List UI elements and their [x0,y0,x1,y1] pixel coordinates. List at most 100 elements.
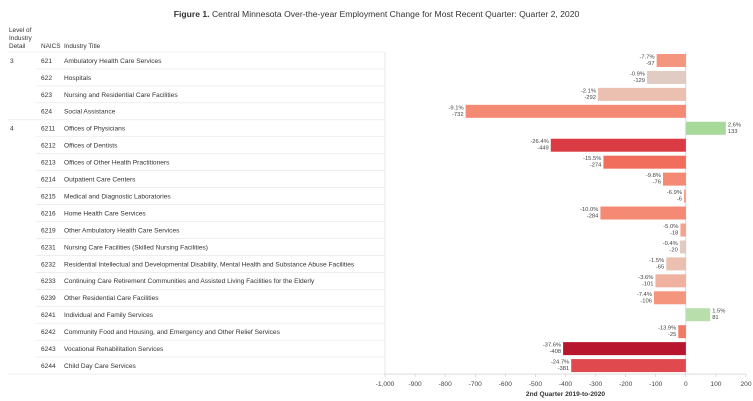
naics-code: 6244 [41,363,56,370]
bar-percent-label: -37.6% [543,343,561,349]
naics-code: 624 [41,109,52,116]
bar-value-label: -76 [653,180,661,186]
bar [678,325,686,339]
bar [597,87,686,101]
level-header-line-3: Detail [9,43,26,50]
bar [465,104,686,118]
naics-code: 6213 [41,160,56,167]
bar-value-label: -97 [646,61,654,67]
bar-percent-label: -7.4% [637,292,652,298]
naics-code: 622 [41,75,52,82]
x-tick-label: -700 [469,381,483,388]
naics-header: NAICS [41,43,61,50]
bar [684,189,686,203]
industry-title: Medical and Diagnostic Laboratories [64,193,171,200]
bar [550,138,686,152]
industry-title: Outpatient Care Centers [64,177,136,184]
bar-value-label: -101 [642,281,654,287]
bar [563,342,686,356]
naics-code: 621 [41,58,52,65]
bar-percent-label: -26.4% [530,139,548,145]
chart-title: Figure 1. Central Minnesota Over-the-yea… [0,9,753,19]
x-tick-label: 200 [740,381,751,388]
bar [653,291,686,305]
bar-value-label: -25 [668,332,676,338]
bar [647,70,686,84]
x-tick-label: -800 [439,381,453,388]
naics-code: 6215 [41,193,56,200]
industry-title: Offices of Physicians [64,126,126,133]
bar [600,206,686,220]
industry-title: Offices of Dentists [64,143,118,150]
industry-header: Industry Title [64,43,101,50]
x-tick-label: -500 [529,381,543,388]
bar-value-label: -732 [452,112,464,118]
naics-code: 6231 [41,244,56,251]
bar-value-label: -106 [640,298,652,304]
naics-code: 6211 [41,126,56,133]
bar-percent-label: -3.6% [638,275,653,281]
industry-title: Other Ambulatory Health Care Services [64,227,180,234]
naics-code: 623 [41,92,52,99]
bar [571,359,686,373]
x-tick-label: 0 [684,381,688,388]
bar [662,172,686,186]
bar-value-label: -408 [549,349,561,355]
bar-percent-label: -0.9% [630,71,645,77]
bar [656,53,686,67]
x-tick-label: -900 [408,381,422,388]
level-header-line-2: Industry [9,35,32,42]
industry-title: Home Health Care Services [64,210,146,217]
bar-value-label: -292 [584,95,596,101]
bar [655,274,686,288]
bar-percent-label: -6.9% [667,190,682,196]
bar-value-label: -18 [670,230,678,236]
bar-percent-label: -1.5% [649,258,664,264]
bar-percent-label: -9.1% [448,105,463,111]
bar-value-label: -6 [677,197,682,203]
naics-code: 6214 [41,177,56,184]
bar [685,308,711,322]
naics-code: 6233 [41,278,56,285]
bar-percent-label: -24.7% [551,360,569,366]
x-tick-label: -300 [589,381,603,388]
bar-value-label: -274 [590,163,602,169]
naics-code: 6243 [41,346,56,353]
bar [679,240,686,254]
bar-value-label: 81 [712,315,718,321]
industry-title: Community Food and Housing, and Emergenc… [64,329,281,336]
industry-title: Individual and Family Services [64,312,154,319]
industry-title: Offices of Other Health Practitioners [64,160,170,167]
industry-title: Child Day Care Services [64,363,137,370]
industry-title: Hospitals [64,75,92,82]
x-tick-label: -200 [619,381,633,388]
bar [680,223,686,237]
bar-percent-label: -10.0% [580,207,598,213]
naics-code: 6212 [41,143,56,150]
bar-value-label: -284 [587,214,599,220]
bar-value-label: -449 [537,146,549,152]
industry-title: Vocational Rehabilitation Services [64,346,164,353]
bar-value-label: -65 [656,264,664,270]
bar-percent-label: -9.8% [646,173,661,179]
naics-code: 6232 [41,261,56,268]
bar-percent-label: -5.0% [663,224,678,230]
x-tick-label: -1,000 [376,381,395,388]
x-tick-label: -400 [559,381,573,388]
bar-value-label: -20 [669,247,677,253]
industry-title: Residential Intellectual and Development… [64,261,355,268]
bar-percent-label: -7.7% [639,54,654,60]
naics-code: 6239 [41,295,56,302]
figure-number: Figure 1. [173,9,210,19]
level-value: 4 [10,126,14,133]
bar-value-label: -129 [633,78,645,84]
x-tick-label: -100 [649,381,663,388]
bar [603,155,686,169]
naics-code: 6241 [41,312,56,319]
industry-title: Nursing Care Facilities (Skilled Nursing… [64,244,208,251]
bar-value-label: 133 [728,129,738,135]
industry-title: Other Residential Care Facilities [64,295,159,302]
x-tick-label: 100 [710,381,721,388]
x-axis-label: 2nd Quarter 2019-to-2020 [526,391,605,398]
